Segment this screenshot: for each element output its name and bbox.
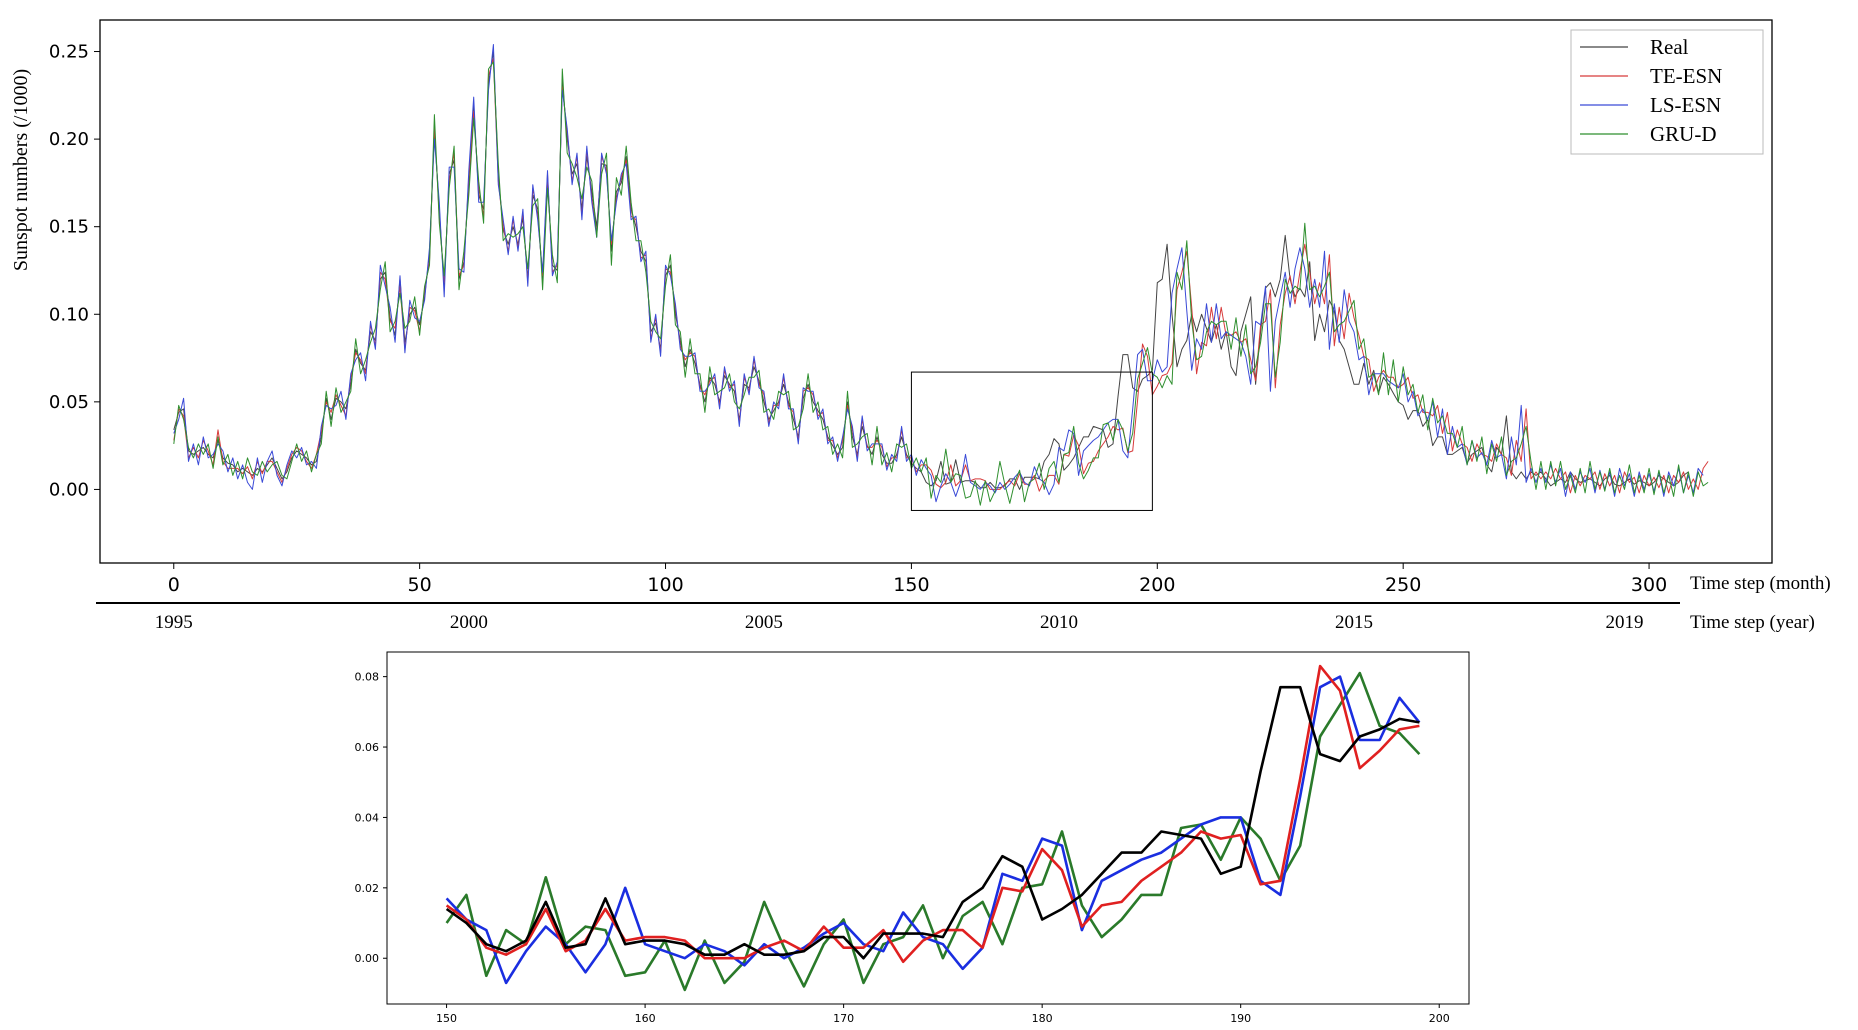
legend-label-gru-d: GRU-D (1650, 122, 1717, 146)
zoom-x-tick-label: 160 (635, 1012, 656, 1025)
legend-box (1570, 29, 1764, 155)
zoom-y-tick-label: 0.04 (355, 811, 380, 824)
year-tick-label: 2019 (1605, 612, 1643, 633)
main-x-tick-label: 100 (647, 574, 683, 596)
legend-label-ls-esn: LS-ESN (1650, 93, 1721, 117)
series-line-gru-d (173, 61, 1709, 506)
main-x-tick-label: 200 (1139, 574, 1175, 596)
zoom-region-rect (910, 371, 1153, 511)
main-y-tick-label: 0.20 (49, 129, 89, 150)
main-x-tick-label: 0 (168, 574, 180, 596)
zoom-x-tick-label: 150 (436, 1012, 457, 1025)
year-tick-label: 1995 (155, 612, 193, 633)
zoom-y-tick-label: 0.08 (355, 671, 380, 684)
main-x-tick-label: 250 (1385, 574, 1421, 596)
zoom-y-tick-label: 0.00 (355, 952, 380, 965)
main-plot-frame (99, 19, 1773, 564)
main-x-axis-month: 0 50 100 150 200 250 300 (168, 563, 1667, 596)
zoom-x-axis: 150 160 170 180 190 200 (436, 1004, 1450, 1025)
main-y-axis-label: Sunspot numbers (/1000) (10, 69, 32, 271)
zoom-series-line-ls-esn (445, 675, 1421, 985)
main-chart: 0.00 0.05 0.10 0.15 0.20 0.25 0 50 100 150 200 250… (10, 19, 1831, 633)
zoom-x-tick-label: 190 (1230, 1012, 1251, 1025)
main-x-tick-label: 150 (893, 574, 929, 596)
zoom-x-tick-label: 170 (833, 1012, 854, 1025)
zoom-x-tick-label: 200 (1429, 1012, 1450, 1025)
zoom-series-lines (445, 664, 1421, 992)
series-line-te-esn (173, 58, 1709, 494)
zoom-y-tick-label: 0.02 (355, 882, 380, 895)
main-y-tick-label: 0.00 (49, 479, 89, 500)
main-y-tick-label: 0.25 (49, 42, 89, 63)
year-tick-label: 2005 (745, 612, 783, 633)
series-line-ls-esn (173, 44, 1704, 503)
main-y-tick-label: 0.05 (49, 392, 89, 413)
zoom-y-axis: 0.00 0.02 0.04 0.06 0.08 (355, 671, 387, 965)
legend-label-te-esn: TE-ESN (1650, 64, 1722, 88)
year-tick-label: 2010 (1040, 612, 1078, 633)
zoom-x-tick-label: 180 (1032, 1012, 1053, 1025)
main-x-tick-label: 300 (1631, 574, 1667, 596)
zoom-plot-frame (386, 651, 1470, 1005)
main-y-tick-label: 0.15 (49, 217, 89, 238)
main-x-axis-label-year: Time step (year) (1690, 612, 1815, 633)
zoom-y-tick-label: 0.06 (355, 741, 380, 754)
main-series-lines (173, 44, 1709, 506)
main-y-axis: 0.00 0.05 0.10 0.15 0.20 0.25 (49, 42, 100, 500)
zoom-series-line-te-esn (445, 664, 1420, 964)
zoom-region-box (910, 371, 1153, 511)
legend: Real TE-ESN LS-ESN GRU-D (1570, 29, 1764, 155)
series-line-real (173, 51, 1689, 490)
main-y-tick-label: 0.10 (49, 304, 89, 325)
year-tick-label: 2000 (450, 612, 488, 633)
main-x-axis-year: 1995 2000 2005 2010 2015 2019 (155, 612, 1644, 633)
zoom-series-line-real (445, 685, 1420, 960)
main-x-axis-label-month: Time step (month) (1690, 573, 1831, 594)
legend-label-real: Real (1650, 35, 1689, 59)
main-x-tick-label: 50 (408, 574, 432, 596)
year-tick-label: 2015 (1335, 612, 1373, 633)
zoom-inset-chart: 0.00 0.02 0.04 0.06 0.08 150 160 170 180 190 200 (355, 651, 1470, 1025)
